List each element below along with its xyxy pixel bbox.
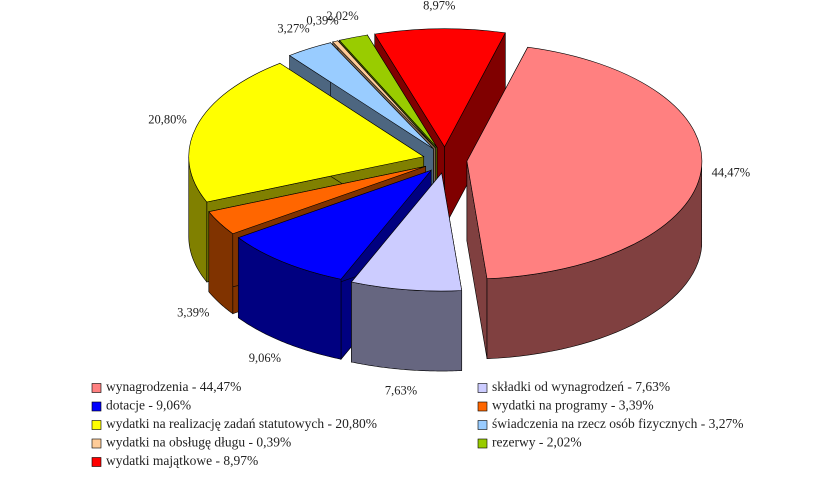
- legend-label: wynagrodzenia - 44,47%: [106, 379, 241, 394]
- slice-wall: [351, 281, 463, 372]
- legend-swatch: [91, 383, 102, 393]
- slice: [237, 169, 433, 280]
- legend-swatch: [91, 401, 102, 412]
- legend-label: wydatki na realizację zadań statutowych …: [106, 416, 377, 431]
- slice: [350, 172, 463, 292]
- legend-label: wydatki na programy - 3,39%: [492, 398, 654, 413]
- data-label: 3,39%: [177, 305, 209, 319]
- legend-swatch: [91, 438, 102, 449]
- legend-label: składki od wynagrodzeń - 7,63%: [492, 379, 670, 394]
- legend-label: świadczenia na rzecz osób fizycznych - 3…: [492, 416, 744, 431]
- data-label: 2,02%: [326, 9, 358, 23]
- legend-label: dotacje - 9,06%: [106, 398, 191, 413]
- data-label: 20,80%: [148, 113, 187, 127]
- legend-swatch: [91, 420, 102, 430]
- legend-swatch: [477, 420, 488, 430]
- data-label: 44,47%: [712, 165, 751, 179]
- slice: [338, 34, 438, 148]
- data-label: 3,27%: [277, 22, 309, 36]
- legend-label: rezerwy - 2,02%: [492, 435, 582, 450]
- legend-label: wydatki na obsługę długu - 0,39%: [106, 435, 291, 450]
- slice: [188, 62, 425, 203]
- legend-swatch: [91, 457, 102, 467]
- slice: [288, 42, 434, 150]
- data-label: 8,97%: [423, 0, 455, 13]
- data-label: 9,06%: [249, 351, 281, 365]
- legend-swatch: [477, 401, 488, 412]
- legend-swatch: [477, 438, 488, 449]
- slice: [208, 166, 426, 235]
- slice: [374, 28, 506, 148]
- legend-swatch: [477, 383, 488, 393]
- data-label: 0,39%: [306, 13, 338, 27]
- legend-label: wydatki majątkowe - 8,97%: [106, 453, 258, 468]
- slice: [466, 46, 703, 280]
- slice: [332, 40, 436, 149]
- data-label: 7,63%: [385, 383, 417, 397]
